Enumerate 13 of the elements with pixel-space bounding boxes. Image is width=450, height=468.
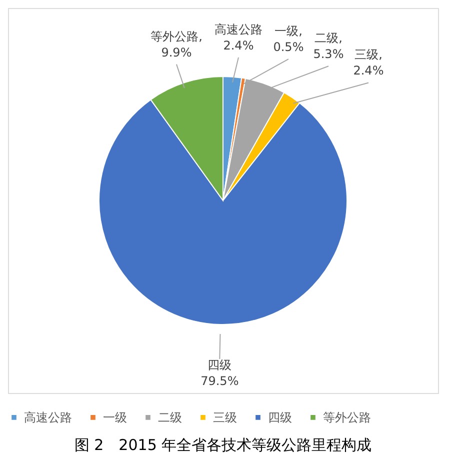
text: 图 2 2015 年全省各技术等级公路里程构成 [74,436,372,454]
legend-label: 高速公路 [24,410,72,424]
legend-label: 一级 [103,410,127,424]
legend-label: 三级 [213,410,237,424]
data-label: 等外公路, 9.9% [150,29,202,60]
data-label: 三级, 2.4% [353,48,384,78]
data-label: 四级 79.5% [200,358,239,388]
data-label: 二级, 5.3% [313,31,344,62]
data-label: 高速公路 2.4% [214,22,262,52]
legend-label: 等外公路 [323,410,371,424]
legend-label: 四级 [268,410,292,424]
data-label: 一级, 0.5% [273,24,304,54]
legend-label: 二级 [158,410,182,424]
